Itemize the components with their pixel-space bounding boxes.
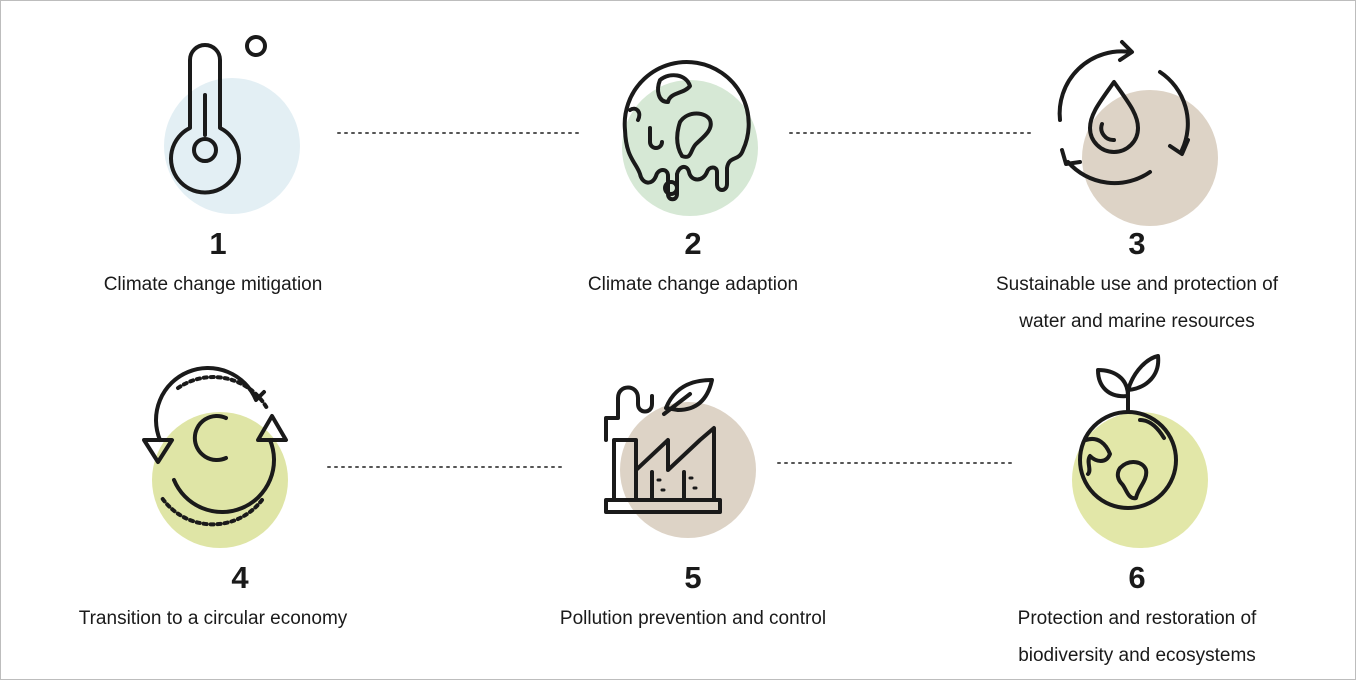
icon-melting-globe [622, 60, 751, 202]
item-label: Climate change adaption [493, 266, 893, 303]
item-number: 4 [231, 560, 249, 595]
label-line: biodiversity and ecosystems [1018, 645, 1256, 666]
item-number: 3 [1128, 226, 1146, 261]
item-label: Sustainable use and protection of water a… [937, 266, 1337, 340]
icon-thermometer [169, 35, 267, 195]
label-line: Transition to a circular economy [78, 608, 348, 629]
label-line: Protection and restoration of [1017, 608, 1257, 629]
connectors [327, 132, 1036, 468]
label-line: Pollution prevention and control [559, 608, 827, 629]
icon-water-cycle [1057, 40, 1190, 186]
bg-circle [620, 402, 756, 538]
bg-circle [164, 78, 300, 214]
bg-circle [622, 80, 758, 216]
bg-circle [1082, 90, 1218, 226]
item-number: 5 [684, 560, 702, 595]
icon-factory [604, 378, 722, 514]
item-label: Transition to a circular economy [13, 600, 413, 637]
label-line: Climate change mitigation [103, 274, 323, 295]
icon-circular [142, 366, 288, 527]
item-number: 6 [1128, 560, 1146, 595]
item-number: 2 [684, 226, 702, 261]
bg-circle [1072, 412, 1208, 548]
item-number: 1 [209, 226, 227, 261]
label-line: Sustainable use and protection of [995, 274, 1279, 295]
item-label: Pollution prevention and control [493, 600, 893, 637]
icon-globe-sprout [1078, 354, 1178, 510]
item-label: Climate change mitigation [13, 266, 413, 303]
item-label: Protection and restoration of biodiversit… [937, 600, 1337, 674]
label-line: Climate change adaption [587, 274, 799, 295]
bg-circle [152, 412, 288, 548]
label-line: water and marine resources [1019, 311, 1255, 332]
